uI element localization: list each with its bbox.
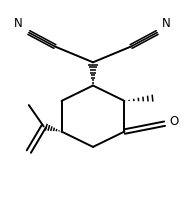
Text: O: O (169, 115, 179, 128)
Text: N: N (162, 17, 171, 30)
Text: N: N (14, 17, 23, 30)
